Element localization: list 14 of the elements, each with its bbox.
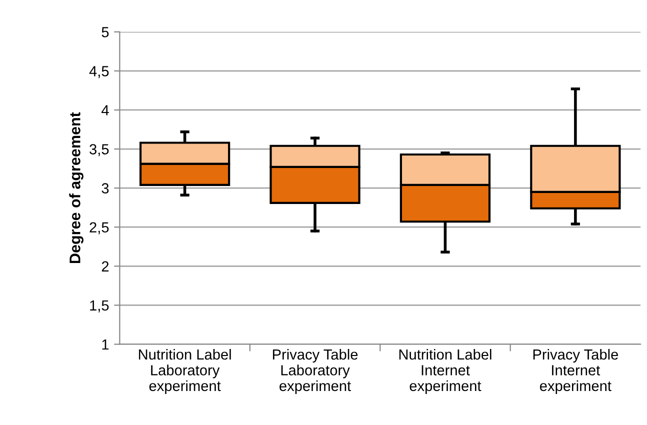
y-tick-label: 2,5 [90, 222, 109, 234]
x-tick-label: Nutrition Label Internet experiment [399, 348, 492, 394]
y-tick-label: 3 [102, 183, 109, 194]
y-tick-label: 1,5 [90, 300, 109, 312]
x-tick-label: Nutrition Label Laboratory experiment [138, 348, 231, 394]
x-tick-label: Privacy Table Internet experiment [533, 348, 618, 394]
y-tick-label: 4,5 [89, 66, 109, 78]
y-axis-title: Degree of agreement [69, 112, 84, 264]
x-tick-label: Privacy Table Laboratory experiment [272, 348, 358, 394]
y-tick-label: 4 [102, 105, 109, 116]
y-tick-label: 2 [102, 261, 109, 272]
y-tick-label: 3,5 [90, 144, 109, 156]
y-tick-label: 1 [102, 340, 109, 350]
y-tick-label: 5 [102, 27, 109, 38]
